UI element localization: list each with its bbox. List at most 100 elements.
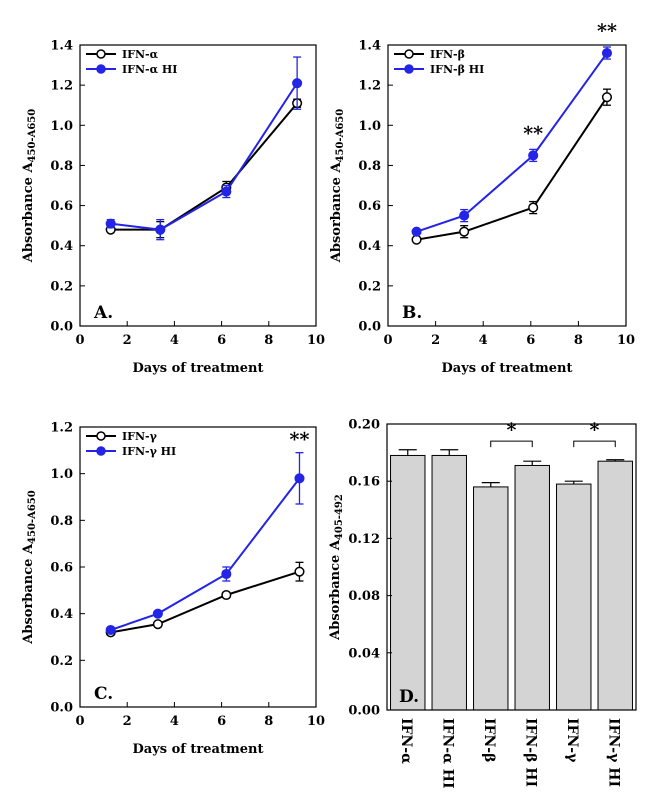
x-tick-label: 10 — [307, 714, 325, 729]
category-label: IFN-α — [398, 718, 414, 764]
data-point — [105, 218, 116, 229]
y-tick-label: 0.6 — [358, 199, 381, 214]
x-tick-label: 4 — [170, 714, 179, 729]
data-point — [459, 226, 470, 237]
x-axis-title: Days of treatment — [133, 361, 264, 376]
x-tick-label: 2 — [123, 714, 132, 729]
plot-frame — [79, 44, 317, 327]
y-tick-label: 0.4 — [358, 239, 381, 254]
y-tick-label: 0.6 — [50, 199, 73, 214]
x-tick-label: 4 — [479, 333, 488, 348]
line-chart-panel-2: 0.0 0.2 0.4 0.6 0.8 1.0 1.2 Absorbance A450-A65… — [21, 421, 325, 758]
y-tick-label: 0.8 — [50, 159, 73, 174]
series-line — [110, 102, 298, 231]
panel-label: D. — [399, 687, 419, 707]
data-point — [105, 624, 116, 636]
y-tick-label: 0.8 — [358, 159, 381, 174]
series-line — [110, 570, 300, 634]
legend-label: IFN-β HI — [430, 63, 484, 76]
x-tick-label: 8 — [264, 714, 273, 729]
y-tick-label: 0.2 — [50, 654, 73, 669]
bar — [431, 454, 467, 711]
y-tick-label: 0.08 — [348, 589, 380, 604]
y-tick-label: 1.2 — [358, 79, 381, 94]
y-tick-label: 1.2 — [50, 79, 73, 94]
data-point — [152, 608, 163, 619]
y-tick-label: 1.4 — [50, 39, 73, 54]
x-tick-label: 0 — [75, 714, 84, 729]
y-tick-label: 0.2 — [358, 279, 381, 294]
legend-label: IFN-β — [430, 48, 465, 61]
y-axis-title: Absorbance A450-A650 — [329, 109, 346, 263]
data-point — [221, 589, 232, 601]
significance-bracket — [573, 440, 616, 448]
significance-marker: ** — [290, 429, 310, 451]
bar — [473, 486, 509, 711]
y-tick-label: 0.8 — [50, 514, 73, 529]
data-point — [459, 210, 470, 221]
legend-marker — [96, 446, 106, 456]
data-point — [294, 473, 305, 484]
panel-label: C. — [94, 684, 113, 704]
legend-marker — [96, 431, 106, 441]
legend-label: IFN-γ HI — [122, 445, 176, 458]
y-axis-title: Absorbance A450-A650 — [21, 109, 38, 263]
data-point — [152, 619, 163, 630]
bar — [556, 483, 592, 711]
y-tick-label: 0.2 — [50, 279, 73, 294]
series-line — [416, 52, 608, 233]
data-point — [528, 150, 539, 161]
data-point — [411, 226, 422, 237]
legend-marker — [96, 49, 106, 59]
x-tick-label: 4 — [170, 333, 179, 348]
data-point — [292, 78, 303, 89]
x-tick-label: 2 — [123, 333, 132, 348]
panel-label: A. — [93, 303, 113, 323]
x-tick-label: 6 — [526, 333, 535, 348]
x-tick-label: 10 — [617, 333, 635, 348]
line-chart-panel-1: 0.0 0.2 0.4 0.6 0.8 1.0 1.2 1.4 Absorbance A450-… — [329, 20, 635, 376]
y-tick-label: 1.2 — [50, 421, 73, 436]
bar — [597, 460, 633, 711]
x-tick-label: 2 — [431, 333, 440, 348]
y-tick-label: 1.4 — [358, 39, 381, 54]
y-tick-label: 0.0 — [50, 701, 73, 716]
y-tick-label: 1.0 — [50, 119, 73, 134]
category-label: IFN-γ — [564, 718, 580, 763]
category-label: IFN-β HI — [522, 718, 538, 787]
legend-marker — [96, 64, 106, 74]
legend-label: IFN-α HI — [122, 63, 177, 76]
x-axis-title: Days of treatment — [133, 742, 264, 757]
category-label: IFN-γ HI — [605, 718, 621, 787]
series-line — [110, 82, 298, 231]
bar — [390, 454, 426, 711]
y-tick-label: 0.6 — [50, 561, 73, 576]
x-axis-title: Days of treatment — [442, 361, 573, 376]
y-tick-label: 0.00 — [348, 704, 380, 719]
y-tick-label: 0.20 — [348, 418, 380, 433]
significance-marker: ** — [523, 122, 543, 144]
y-tick-label: 0.4 — [50, 239, 73, 254]
data-point — [601, 92, 613, 103]
y-tick-label: 0.4 — [50, 607, 73, 622]
significance-marker: ** — [597, 20, 617, 42]
data-point — [601, 47, 613, 59]
legend-marker — [404, 49, 414, 59]
series-line — [110, 477, 301, 631]
series-line — [416, 96, 608, 241]
data-point — [528, 202, 539, 213]
x-tick-label: 10 — [307, 333, 325, 348]
x-tick-label: 6 — [217, 714, 226, 729]
y-tick-label: 0.04 — [348, 646, 380, 661]
x-tick-label: 6 — [217, 333, 226, 348]
y-tick-label: 1.0 — [50, 467, 73, 482]
category-label: IFN-β — [481, 718, 497, 762]
y-axis-title: Absorbance A450-A650 — [21, 490, 38, 644]
x-tick-label: 8 — [574, 333, 583, 348]
data-point — [294, 566, 305, 577]
plot-frame — [386, 423, 637, 711]
data-point — [155, 224, 166, 235]
legend-marker — [404, 64, 414, 74]
y-axis-title: Absorbance A405-492 — [328, 494, 345, 641]
